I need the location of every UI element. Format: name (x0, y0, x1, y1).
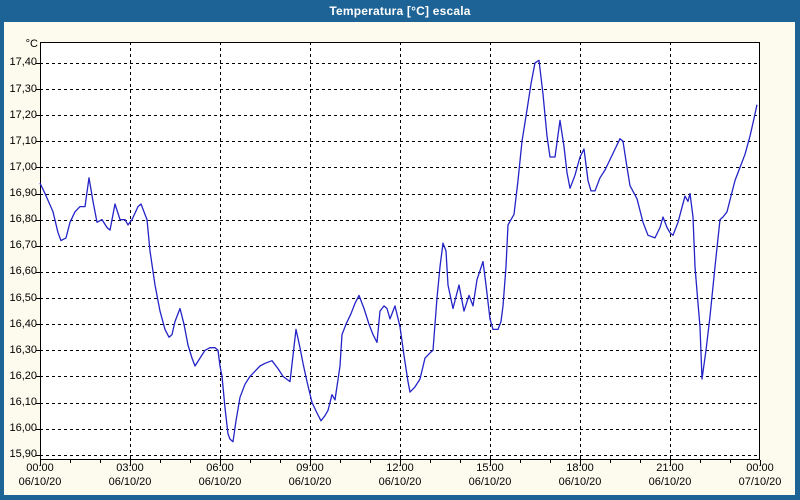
x-axis-time: 06:00 (206, 462, 234, 474)
x-axis-time: 09:00 (296, 462, 324, 474)
y-axis-label: 17,20 (9, 108, 37, 121)
title-bar: Temperatura [°C] escala (0, 0, 800, 22)
x-axis-time: 15:00 (476, 462, 504, 474)
x-axis-time: 03:00 (116, 462, 144, 474)
x-axis-label: 18:00 06/10/20 (545, 462, 615, 489)
y-axis-label: 17,30 (9, 82, 37, 95)
y-axis-label: 17,00 (9, 160, 37, 173)
x-axis-label: 09:00 06/10/20 (275, 462, 345, 489)
y-axis-label: 17,10 (9, 134, 37, 147)
x-axis-time: 12:00 (386, 462, 414, 474)
y-axis-label: 16,60 (9, 265, 37, 278)
x-axis-label: 21:00 06/10/20 (635, 462, 705, 489)
x-axis-date: 06/10/20 (648, 475, 692, 488)
x-axis-date: 06/10/20 (108, 475, 152, 488)
y-axis-label: 16,50 (9, 291, 37, 304)
x-axis-date: 06/10/20 (18, 475, 62, 488)
y-axis-label: 16,00 (9, 422, 37, 435)
y-axis-label: 16,40 (9, 317, 37, 330)
x-axis-label: 03:00 06/10/20 (95, 462, 165, 489)
y-axis-unit: °C (25, 38, 38, 50)
y-axis-label: 16,10 (9, 396, 37, 409)
y-axis-label: 16,80 (9, 213, 37, 226)
y-axis-label: 15,90 (9, 448, 37, 461)
x-axis-time: 00:00 (746, 462, 774, 474)
x-axis-label: 00:00 07/10/20 (725, 462, 795, 489)
x-axis-label: 06:00 06/10/20 (185, 462, 255, 489)
window-title: Temperatura [°C] escala (329, 4, 471, 18)
x-axis-label: 15:00 06/10/20 (455, 462, 525, 489)
x-axis-date: 06/10/20 (558, 475, 602, 488)
x-axis-date: 07/10/20 (738, 475, 782, 488)
chart-area: °C 17,40 17,30 17,20 17,10 17,00 16,90 16,80 16… (4, 22, 795, 495)
x-axis-time: 18:00 (566, 462, 594, 474)
y-axis-label: 17,40 (9, 56, 37, 69)
x-axis-label: 12:00 06/10/20 (365, 462, 435, 489)
x-axis-date: 06/10/20 (468, 475, 512, 488)
plot-border (40, 42, 760, 460)
y-axis-label: 16,70 (9, 239, 37, 252)
chart-svg[interactable] (4, 22, 795, 495)
temperature-line (39, 59, 758, 443)
x-axis-date: 06/10/20 (378, 475, 422, 488)
y-axis-label: 16,20 (9, 369, 37, 382)
x-axis-time: 21:00 (656, 462, 684, 474)
x-axis-date: 06/10/20 (198, 475, 242, 488)
x-axis-label: 00:00 06/10/20 (5, 462, 75, 489)
y-axis-label: 16,30 (9, 343, 37, 356)
y-axis-label: 16,90 (9, 187, 37, 200)
x-axis-date: 06/10/20 (288, 475, 332, 488)
x-axis-time: 00:00 (26, 462, 54, 474)
